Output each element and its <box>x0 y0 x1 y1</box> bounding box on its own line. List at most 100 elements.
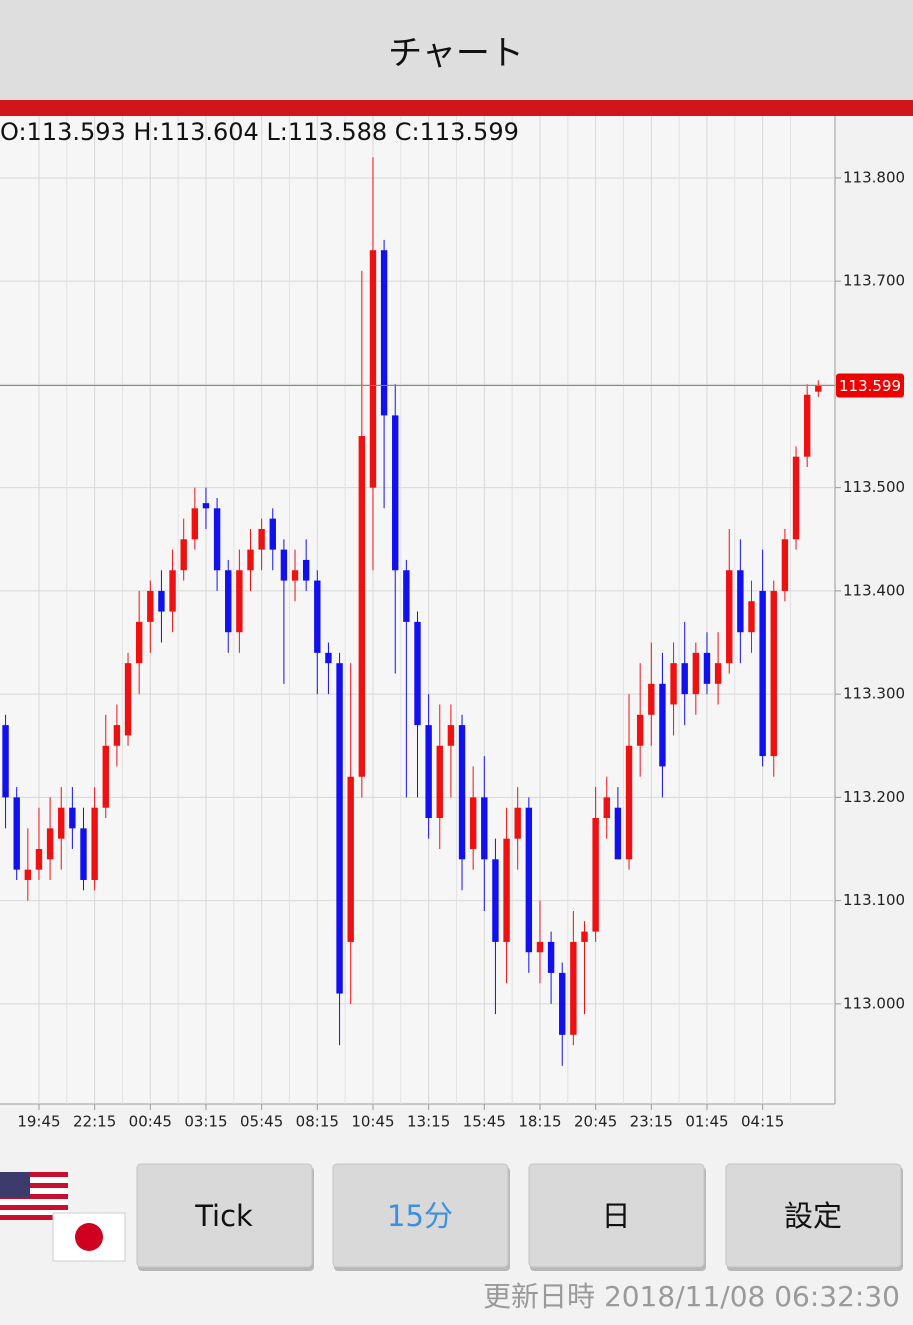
candle-body <box>13 797 20 870</box>
candle-body <box>592 818 599 932</box>
ohlc-header: O:113.593 H:113.604 L:113.588 C:113.599 <box>0 118 519 146</box>
candle-body <box>169 570 176 612</box>
x-tick-label: 04:15 <box>741 1113 784 1131</box>
button-label[interactable]: Tick <box>194 1199 253 1233</box>
button[interactable] <box>725 1163 902 1268</box>
button-label[interactable]: 設定 <box>784 1199 842 1233</box>
candle-body <box>581 931 588 942</box>
candle-body <box>603 797 610 819</box>
candle-body <box>280 549 288 581</box>
candle-body <box>414 621 421 726</box>
button[interactable] <box>528 1163 705 1268</box>
candle-body <box>481 797 488 860</box>
candle-body <box>547 941 555 973</box>
candle-body <box>625 745 633 860</box>
candle-body <box>514 807 521 839</box>
x-tick-label: 20:45 <box>574 1113 617 1131</box>
y-tick-label: 113.200 <box>843 788 905 806</box>
x-tick-label: 15:45 <box>463 1113 506 1131</box>
y-tick-label: 113.100 <box>843 891 905 909</box>
header-bar <box>0 0 913 100</box>
candle-body <box>69 807 76 829</box>
candle-body <box>225 570 232 633</box>
header-title: チャート <box>388 34 524 74</box>
candle-body <box>46 828 54 860</box>
candle-body <box>781 539 789 591</box>
button[interactable] <box>136 1163 313 1268</box>
button[interactable] <box>332 1163 509 1268</box>
candle-body <box>247 549 254 571</box>
candle-body <box>392 415 399 571</box>
candle-body <box>314 580 321 653</box>
candle-body <box>681 663 688 695</box>
timeframe-buttons: Tick 15分 日 設定 <box>136 1163 903 1271</box>
candle-body <box>503 838 510 942</box>
candle-body <box>759 590 766 757</box>
candle-body <box>2 725 9 798</box>
candle-body <box>659 683 666 767</box>
x-tick-label: 22:15 <box>73 1113 116 1131</box>
candle-body <box>536 941 544 953</box>
candle-body <box>803 394 811 457</box>
candle-body <box>670 663 677 705</box>
candle-body <box>792 456 800 540</box>
candle-body <box>815 385 822 392</box>
x-tick-label: 10:45 <box>351 1113 394 1131</box>
candle-body <box>458 725 466 860</box>
x-tick-label: 13:15 <box>407 1113 450 1131</box>
us-flag <box>0 1172 68 1220</box>
candle-body <box>380 250 388 416</box>
y-tick-label: 113.000 <box>843 994 905 1012</box>
y-tick-label: 113.500 <box>843 478 905 496</box>
x-tick-label: 00:45 <box>129 1113 172 1131</box>
candle-body <box>347 776 354 942</box>
candle-body <box>291 570 299 581</box>
candles <box>0 157 835 1066</box>
candle-body <box>180 539 187 571</box>
candle-body <box>325 652 332 664</box>
x-tick-label: 23:15 <box>630 1113 673 1131</box>
candle-body <box>748 601 755 633</box>
update-time: 更新日時 2018/11/08 06:32:30 <box>483 1280 900 1313</box>
y-tick-label: 113.800 <box>843 168 905 186</box>
candle-body <box>147 590 154 622</box>
jp-flag <box>52 1212 126 1262</box>
candle-body <box>302 559 310 581</box>
plot-area <box>0 116 835 1104</box>
candle-body <box>258 528 265 550</box>
candle-body <box>737 570 744 633</box>
candle-body <box>358 436 366 777</box>
candle-body <box>24 869 32 880</box>
last-price-label: 113.599 <box>839 377 901 395</box>
candle-body <box>213 508 221 571</box>
x-tick-label: 19:45 <box>17 1113 60 1131</box>
candle-body <box>191 508 199 540</box>
last-price-badge <box>836 373 904 398</box>
candle-body <box>403 570 410 622</box>
candle-body <box>559 972 566 1035</box>
x-tick-label: 01:45 <box>685 1113 728 1131</box>
candle-body <box>35 848 43 870</box>
y-tick-label: 113.400 <box>843 581 905 599</box>
candle-body <box>648 683 655 715</box>
candle-body <box>369 250 377 488</box>
x-tick-label: 03:15 <box>184 1113 227 1131</box>
button-label[interactable]: 日 <box>601 1199 630 1233</box>
x-tick-label: 18:15 <box>518 1113 561 1131</box>
candle-body <box>236 570 243 633</box>
candle-body <box>113 725 121 746</box>
candle-body <box>269 518 276 550</box>
candle-body <box>714 663 722 684</box>
candle-body <box>703 652 711 684</box>
candle-body <box>726 570 733 664</box>
candle-body <box>425 725 432 819</box>
candle-body <box>124 663 132 736</box>
y-tick-label: 113.700 <box>843 272 905 290</box>
candle-body <box>469 797 477 849</box>
candle-body <box>692 652 700 695</box>
button-label[interactable]: 15分 <box>387 1199 453 1233</box>
candle-body <box>202 503 210 509</box>
candle-body <box>158 590 165 612</box>
candle-body <box>102 745 109 808</box>
